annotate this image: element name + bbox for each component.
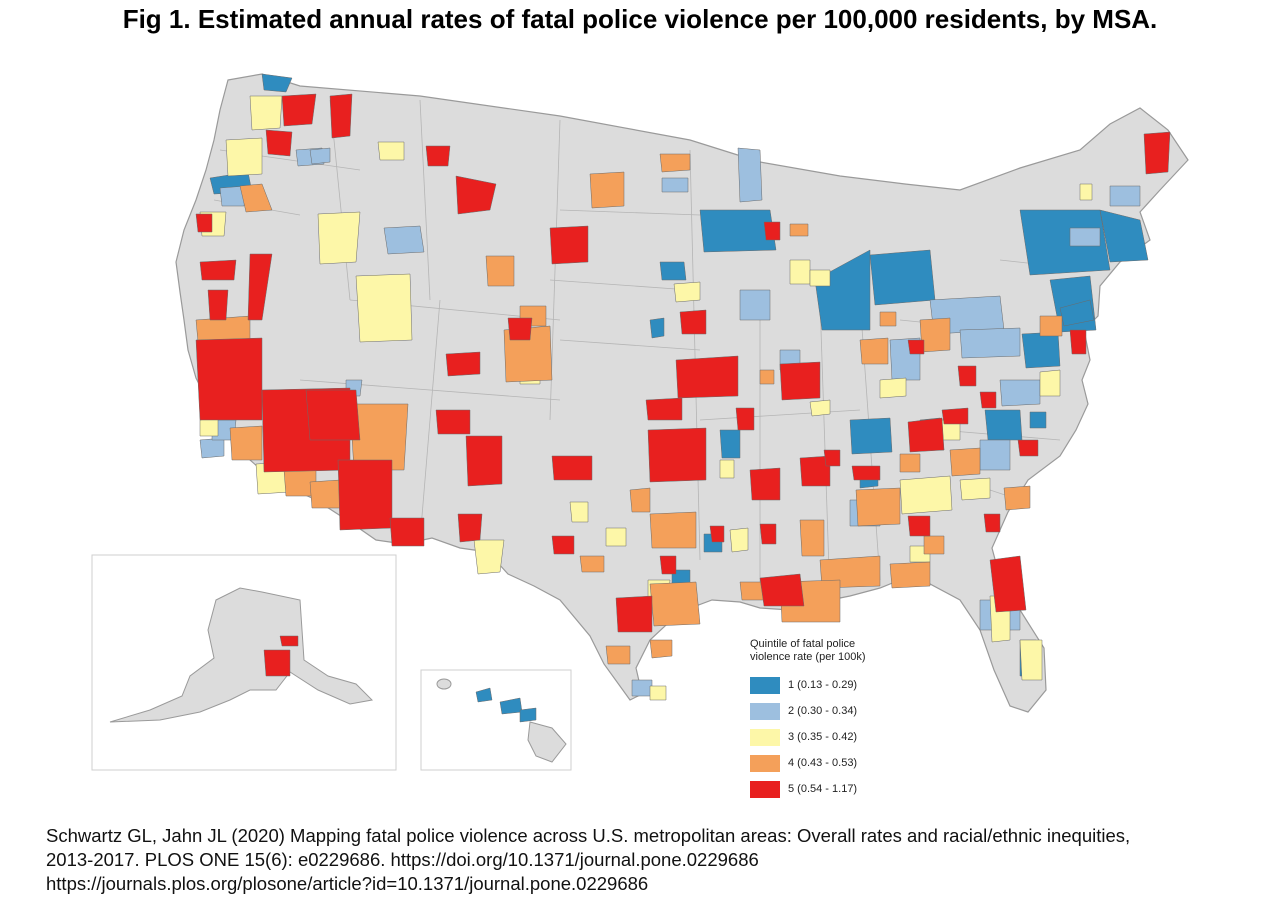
map-legend: Quintile of fatal police violence rate (…: [750, 638, 940, 802]
legend-title: Quintile of fatal police violence rate (…: [750, 638, 940, 664]
legend-swatch-2: [750, 702, 780, 720]
citation-line1: Schwartz GL, Jahn JL (2020) Mapping fata…: [46, 825, 1131, 846]
us-msa-choropleth-map: [91, 73, 1189, 771]
hawaii-kauai: [436, 678, 452, 690]
legend-item-3: 3 (0.35 - 0.42): [750, 724, 940, 750]
msa-quintile-5: [195, 93, 1171, 677]
legend-label-4: 4 (0.43 - 0.53): [788, 757, 858, 769]
msa-quintile-4: [195, 153, 1063, 665]
legend-swatch-1: [750, 676, 780, 694]
legend-label-2: 2 (0.30 - 0.34): [788, 705, 858, 717]
legend-item-1: 1 (0.13 - 0.29): [750, 672, 940, 698]
legend-swatch-5: [750, 780, 780, 798]
figure-title: Fig 1. Estimated annual rates of fatal p…: [122, 4, 1158, 34]
legend-label-5: 5 (0.54 - 1.17): [788, 783, 858, 795]
hawaii-big-island: [527, 721, 567, 763]
citation-line3: https://journals.plos.org/plosone/articl…: [46, 873, 649, 894]
citation: Schwartz GL, Jahn JL (2020) Mapping fata…: [46, 824, 1266, 896]
citation-line2: 2013-2017. PLOS ONE 15(6): e0229686. htt…: [46, 849, 759, 870]
legend-title-line1: Quintile of fatal police: [750, 638, 856, 650]
legend-swatch-4: [750, 754, 780, 772]
legend-label-3: 3 (0.35 - 0.42): [788, 731, 858, 743]
alaska-shape: [109, 587, 374, 723]
legend-item-5: 5 (0.54 - 1.17): [750, 776, 940, 802]
legend-item-2: 2 (0.30 - 0.34): [750, 698, 940, 724]
legend-title-line2: violence rate (per 100k): [750, 651, 866, 663]
legend-label-1: 1 (0.13 - 0.29): [788, 679, 858, 691]
legend-item-4: 4 (0.43 - 0.53): [750, 750, 940, 776]
legend-swatch-3: [750, 728, 780, 746]
